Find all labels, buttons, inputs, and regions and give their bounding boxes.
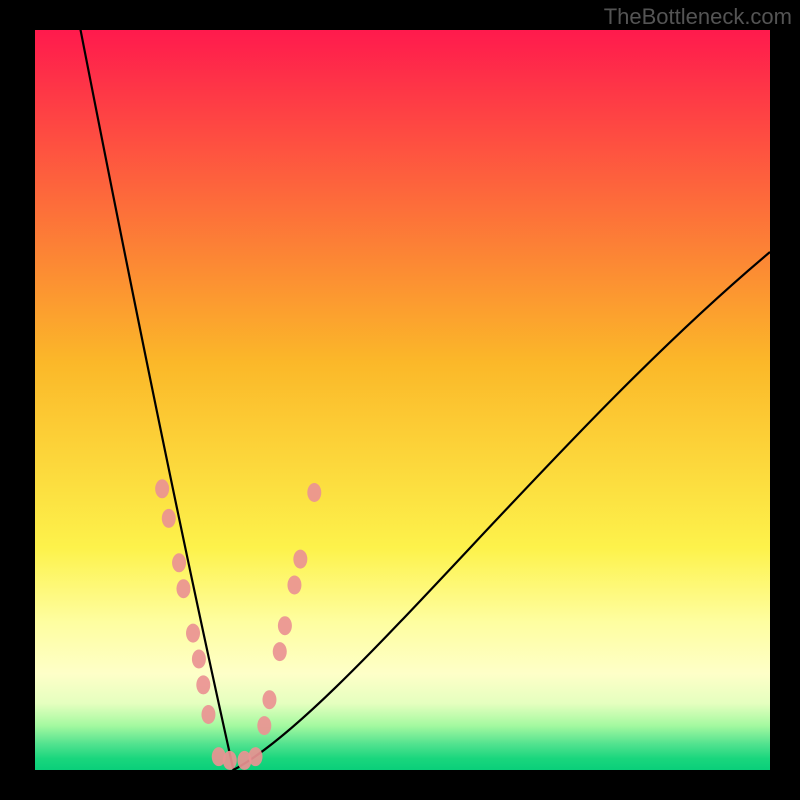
data-marker xyxy=(192,650,206,669)
data-marker xyxy=(262,690,276,709)
data-marker xyxy=(201,705,215,724)
data-marker xyxy=(257,716,271,735)
data-marker xyxy=(273,642,287,661)
data-marker xyxy=(196,675,210,694)
data-marker xyxy=(249,747,263,766)
data-marker xyxy=(186,624,200,643)
bottleneck-chart xyxy=(0,0,800,800)
data-marker xyxy=(287,576,301,595)
data-marker xyxy=(223,751,237,770)
data-marker xyxy=(172,553,186,572)
data-marker xyxy=(307,483,321,502)
watermark: TheBottleneck.com xyxy=(604,4,792,30)
data-marker xyxy=(155,479,169,498)
plot-background xyxy=(35,30,770,770)
data-marker xyxy=(162,509,176,528)
data-marker xyxy=(278,616,292,635)
data-marker xyxy=(293,550,307,569)
data-marker xyxy=(176,579,190,598)
